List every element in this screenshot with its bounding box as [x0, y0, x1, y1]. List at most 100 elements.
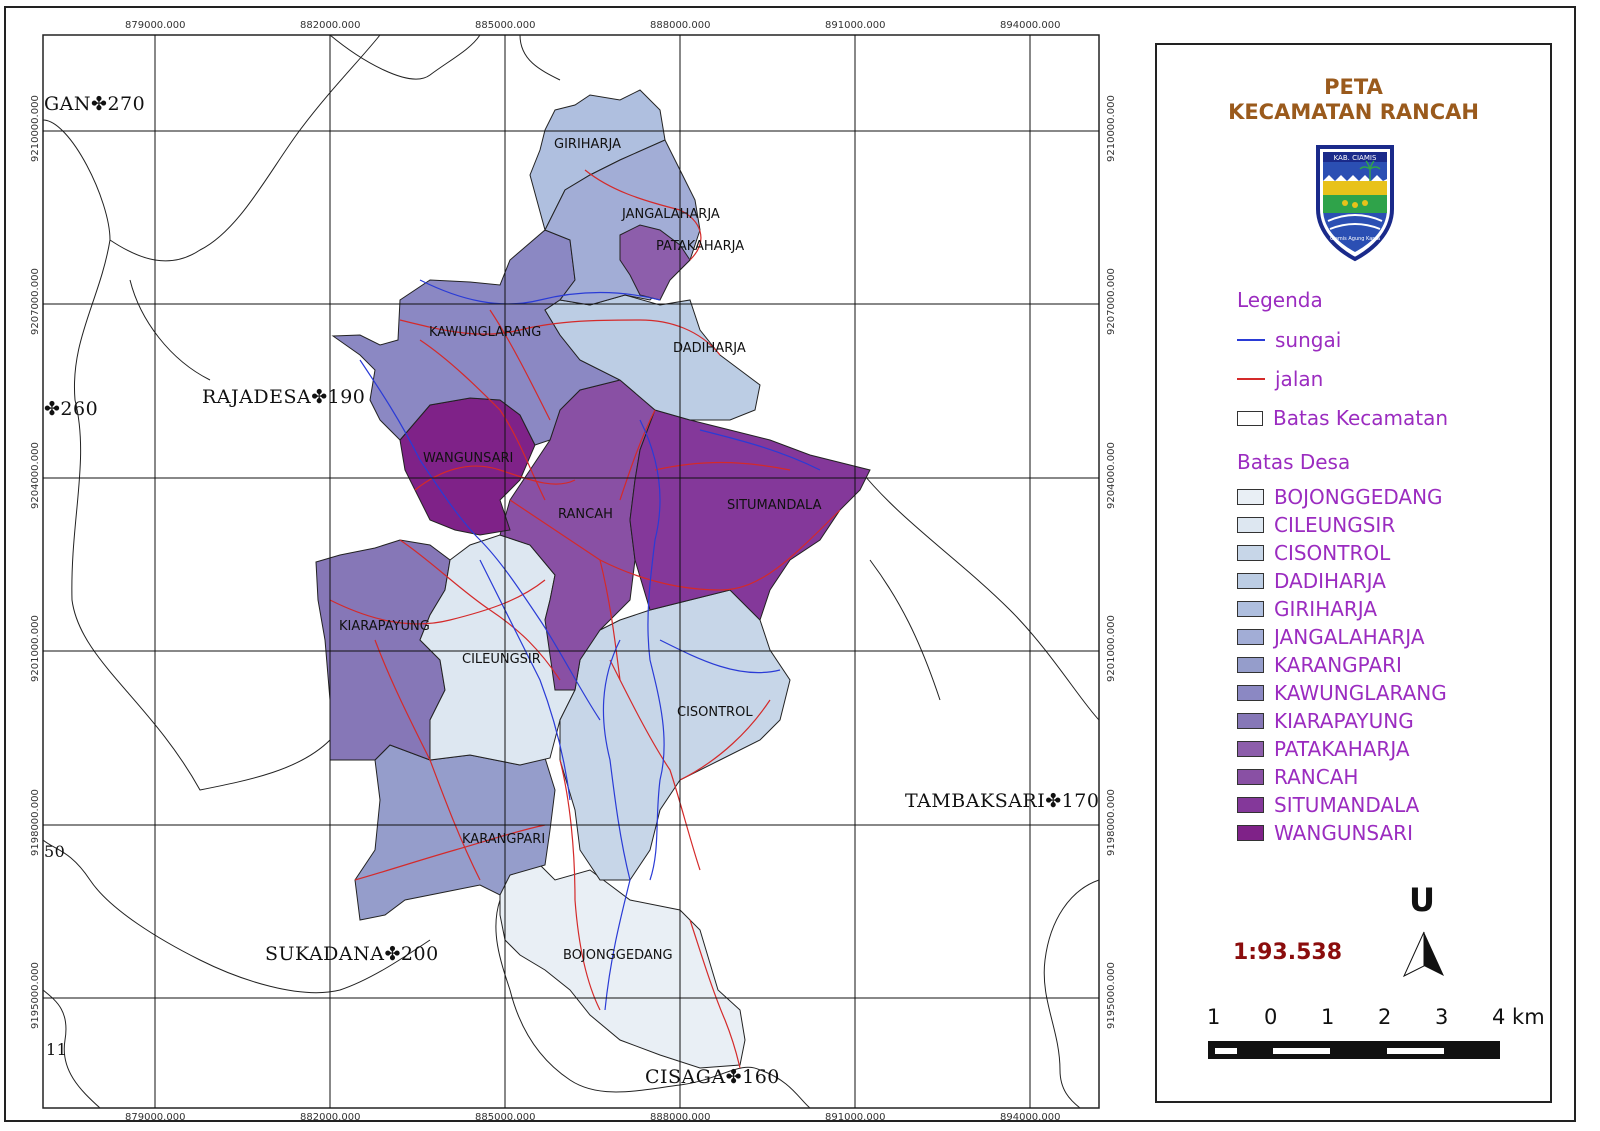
- village-label-situmandala[interactable]: SITUMANDALA: [727, 498, 822, 513]
- road: [509, 499, 841, 591]
- color-swatch: [1237, 573, 1264, 589]
- neighbor-label-rajadesa: RAJADESA✤190: [202, 386, 366, 408]
- color-swatch: [1237, 685, 1264, 701]
- scale-number: 4 km: [1492, 1005, 1545, 1029]
- road: [414, 465, 576, 491]
- neighbor-boundary: [42, 119, 331, 791]
- color-swatch: [1237, 629, 1264, 645]
- village-label-kawunglarang[interactable]: KAWUNGLARANG: [429, 325, 542, 340]
- page-border: [4, 6, 1576, 1122]
- legend-desa-item: JANGALAHARJA: [1237, 624, 1425, 650]
- legend-desa-item: RANCAH: [1237, 764, 1358, 790]
- neighbor-label-sukadana: SUKADANA✤200: [265, 943, 439, 965]
- legend-desa-label: BOJONGGEDANG: [1274, 485, 1443, 509]
- legend-item-sungai: sungai: [1237, 328, 1341, 352]
- village-label-dadiharja[interactable]: DADIHARJA: [673, 341, 746, 356]
- kabupaten-ciamis-logo: KAB. CIAMIS Ciamis Agung Karsa: [1316, 145, 1394, 262]
- village-label-karangpari[interactable]: KARANGPARI: [462, 832, 546, 847]
- legend-desa-item: SITUMANDALA: [1237, 792, 1419, 818]
- color-swatch: [1237, 713, 1264, 729]
- neighbor-boundary: [859, 469, 1100, 721]
- road: [679, 699, 771, 781]
- grid-label-left: 9207000.000: [30, 268, 41, 335]
- road: [399, 539, 561, 681]
- legend-desa-label: SITUMANDALA: [1274, 793, 1420, 817]
- legend-desa-item: WANGUNSARI: [1237, 820, 1413, 846]
- road: [419, 339, 546, 501]
- scale-number: 3: [1435, 1005, 1449, 1029]
- rivers: [359, 279, 821, 1011]
- grid-label-right: 9204000.000: [1106, 442, 1117, 509]
- map-title-line1: PETA: [1324, 75, 1383, 99]
- legend-desa-item: KARANGPARI: [1237, 652, 1402, 678]
- map-title-line2: KECAMATAN RANCAH: [1228, 100, 1479, 124]
- legend-desa-label: KAWUNGLARANG: [1274, 681, 1447, 705]
- river: [659, 639, 781, 674]
- legend-desa-item: BOJONGGEDANG: [1237, 484, 1443, 510]
- grid-label-left: 9201000.000: [30, 615, 41, 682]
- village-label-cisontrol[interactable]: CISONTROL: [677, 705, 753, 720]
- road: [354, 824, 546, 881]
- village-label-cileungsir[interactable]: CILEUNGSIR: [462, 652, 541, 667]
- neighbor-boundary: [109, 34, 381, 262]
- legend-desa-heading: Batas Desa: [1237, 450, 1351, 474]
- scale-number: 2: [1378, 1005, 1392, 1029]
- road: [489, 309, 551, 421]
- village-label-patakaharja[interactable]: PATAKAHARJA: [656, 239, 745, 254]
- grid-label-left: 9210000.000: [30, 95, 41, 162]
- grid-label-right: 9207000.000: [1106, 268, 1117, 335]
- grid-label-top: 891000.000: [825, 20, 886, 31]
- village-label-bojonggedang[interactable]: BOJONGGEDANG: [563, 948, 673, 963]
- neighbor-boundary: [519, 34, 561, 81]
- legend-item-label: Batas Kecamatan: [1273, 406, 1449, 430]
- grid-label-bottom: 882000.000: [300, 1112, 361, 1123]
- neighbor-label-260: ✤260: [44, 398, 99, 420]
- color-swatch: [1237, 657, 1264, 673]
- village-bojonggedang: [499, 864, 746, 1069]
- river: [359, 359, 601, 721]
- river: [639, 419, 665, 881]
- grid-label-top: 885000.000: [475, 20, 536, 31]
- road: [609, 659, 701, 871]
- road: [599, 559, 621, 681]
- grid-label-right: 9201000.000: [1106, 615, 1117, 682]
- legend-desa-label: GIRIHARJA: [1274, 597, 1378, 621]
- color-swatch: [1237, 545, 1264, 561]
- legend-desa-label: CISONTROL: [1274, 541, 1391, 565]
- grid-label-top: 894000.000: [1000, 20, 1061, 31]
- legend-desa-label: JANGALAHARJA: [1274, 625, 1425, 649]
- neighbor-boundary: [42, 989, 101, 1109]
- legend-desa-item: GIRIHARJA: [1237, 596, 1377, 622]
- grid-label-bottom: 891000.000: [825, 1112, 886, 1123]
- legend-item-batas-kecamatan: Batas Kecamatan: [1237, 406, 1448, 430]
- neighbor-boundary: [1043, 879, 1100, 1109]
- color-swatch: [1237, 769, 1264, 785]
- village-label-jangalaharja[interactable]: JANGALAHARJA: [622, 207, 720, 222]
- scale-number: 1: [1321, 1005, 1335, 1029]
- grid-label-right: 9195000.000: [1106, 962, 1117, 1029]
- village-label-kiarapayung[interactable]: KIARAPAYUNG: [339, 619, 430, 634]
- grid-label-right: 9210000.000: [1106, 95, 1117, 162]
- grid-label-top: 882000.000: [300, 20, 361, 31]
- road-line-icon: [1237, 378, 1265, 380]
- grid-label-bottom: 885000.000: [475, 1112, 536, 1123]
- village-situmandala: [629, 409, 871, 621]
- legend-desa-label: KIARAPAYUNG: [1274, 709, 1414, 733]
- village-label-giriharja[interactable]: GIRIHARJA: [554, 137, 621, 152]
- road: [654, 461, 791, 471]
- river: [699, 429, 821, 471]
- river: [419, 279, 661, 305]
- neighbor-boundary: [129, 279, 211, 381]
- grid-label-left: 9204000.000: [30, 442, 41, 509]
- river-line-icon: [1237, 339, 1265, 341]
- neighbor-label-50: 50: [44, 842, 66, 861]
- village-label-wangunsari[interactable]: WANGUNSARI: [423, 451, 514, 466]
- village-label-rancah[interactable]: RANCAH: [558, 507, 613, 522]
- legend-desa-item: CISONTROL: [1237, 540, 1390, 566]
- grid-label-top: 879000.000: [125, 20, 186, 31]
- grid-label-bottom: 879000.000: [125, 1112, 186, 1123]
- legend-desa-label: KARANGPARI: [1274, 653, 1402, 677]
- legend-item-jalan: jalan: [1237, 367, 1323, 391]
- scale-number: 0: [1264, 1005, 1278, 1029]
